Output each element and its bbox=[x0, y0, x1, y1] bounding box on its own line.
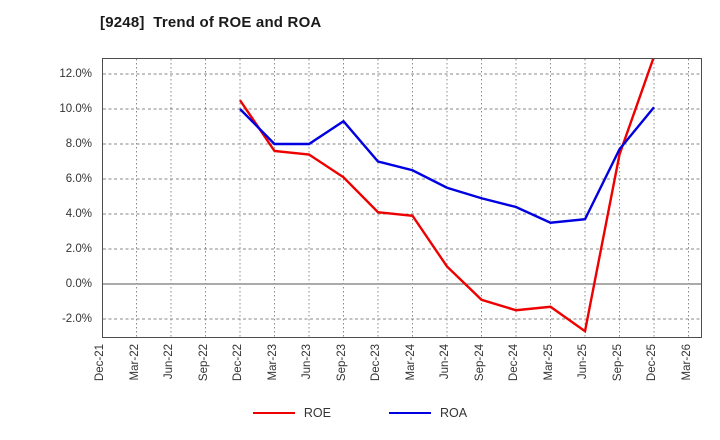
x-axis-tick-label: Mar-26 bbox=[680, 344, 693, 381]
x-axis-tick-label: Jun-22 bbox=[163, 344, 175, 380]
legend-label: ROE bbox=[303, 406, 331, 420]
chart-title: [9248] Trend of ROE and ROA bbox=[100, 14, 322, 31]
x-axis-tick-label: Sep-24 bbox=[473, 344, 486, 382]
x-axis-tick-label: Mar-24 bbox=[404, 344, 417, 381]
legend-item-roe[interactable]: ROE bbox=[252, 406, 331, 420]
y-axis-tick-label: 12.0% bbox=[59, 68, 92, 80]
x-axis-tick-label: Sep-23 bbox=[335, 344, 348, 382]
x-axis-tick-label: Dec-23 bbox=[370, 344, 382, 382]
plot-area bbox=[102, 58, 702, 338]
data-series-layer bbox=[239, 59, 655, 334]
y-axis-tick-label: 10.0% bbox=[59, 103, 92, 115]
x-axis-tick-label: Mar-23 bbox=[266, 344, 279, 381]
y-axis-tick-label: 6.0% bbox=[65, 173, 92, 185]
x-axis-tick-label: Dec-22 bbox=[232, 344, 244, 382]
plot-svg bbox=[103, 59, 701, 337]
legend-color-swatch bbox=[389, 412, 431, 414]
y-axis-tick-label: 8.0% bbox=[65, 138, 92, 150]
x-axis-tick-label: Jun-24 bbox=[439, 344, 451, 380]
x-axis-tick-label: Dec-25 bbox=[646, 344, 658, 382]
legend-item-roa[interactable]: ROA bbox=[389, 406, 467, 420]
x-axis-tick-label: Dec-21 bbox=[94, 344, 106, 382]
x-axis-tick-label: Mar-22 bbox=[128, 344, 141, 381]
x-axis-tick-label: Jun-25 bbox=[577, 344, 589, 380]
y-axis-tick-label: -2.0% bbox=[61, 313, 92, 325]
y-axis-tick-label: 4.0% bbox=[65, 208, 92, 220]
x-axis-tick-label: Dec-24 bbox=[508, 344, 520, 382]
x-axis-tick-label: Jun-23 bbox=[301, 344, 313, 380]
y-axis-tick-label: 0.0% bbox=[65, 278, 92, 290]
chart-legend: ROE ROA bbox=[0, 406, 720, 420]
x-axis-tick-label: Sep-22 bbox=[197, 344, 210, 382]
legend-label: ROA bbox=[440, 406, 468, 420]
series-line-roe bbox=[239, 59, 655, 334]
legend-color-swatch bbox=[252, 412, 295, 414]
x-axis-tick-label: Mar-25 bbox=[542, 344, 555, 381]
series-line-roa bbox=[239, 106, 655, 224]
x-axis-tick-label: Sep-25 bbox=[611, 344, 624, 382]
y-axis-tick-label: 2.0% bbox=[65, 243, 92, 255]
